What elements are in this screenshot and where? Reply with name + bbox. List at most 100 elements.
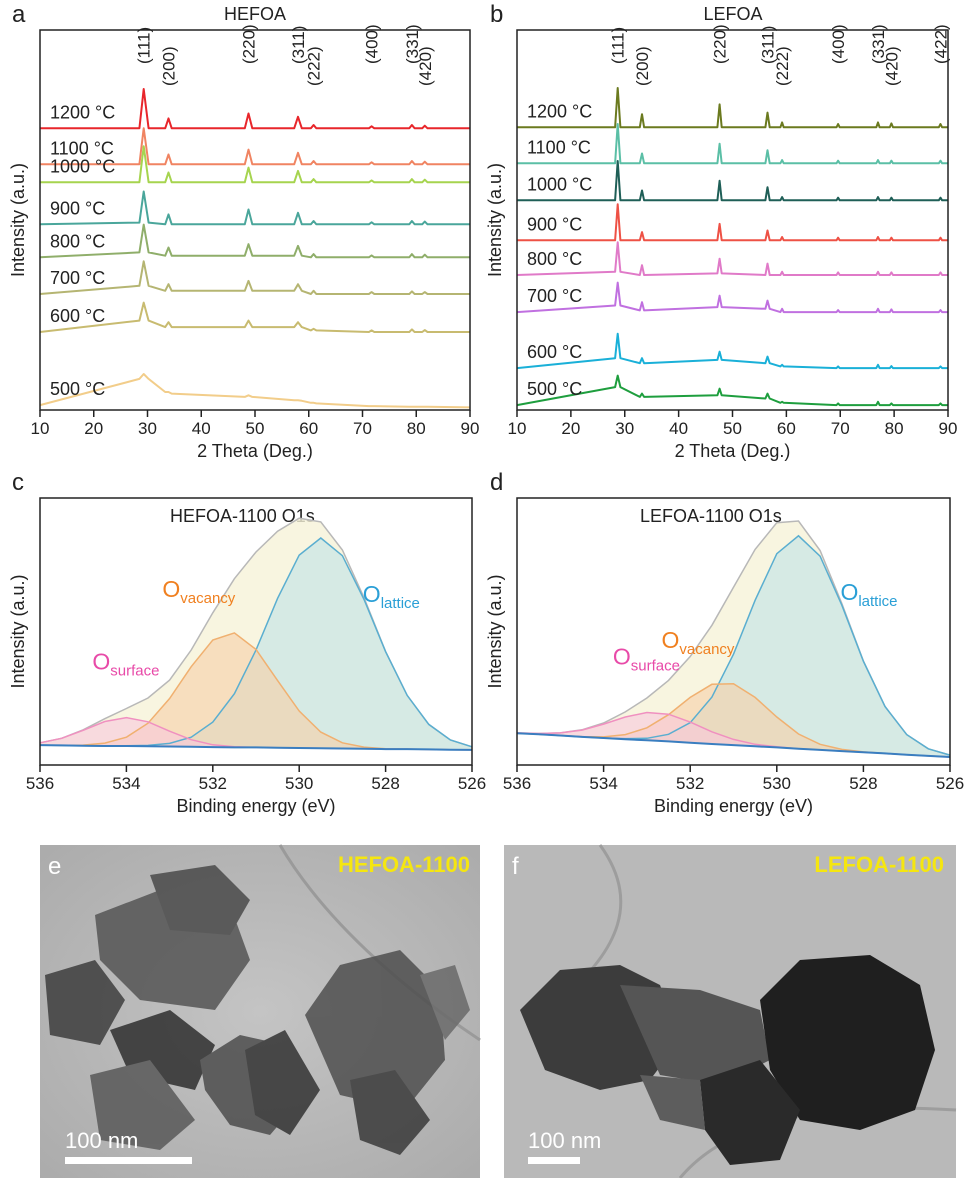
- curve-label: 1000 °C: [527, 174, 592, 194]
- x-axis-label: 2 Theta (Deg.): [197, 441, 313, 461]
- xrd-curve: [40, 127, 470, 166]
- x-tick-label: 528: [849, 774, 877, 793]
- x-axis-label: Binding energy (eV): [176, 796, 335, 816]
- peak-label: (222): [305, 46, 324, 86]
- plot-frame: [39, 497, 473, 766]
- peak-label: (331): [403, 24, 422, 64]
- image-caption: LEFOA-1100: [814, 852, 944, 877]
- component-label: Olattice: [363, 581, 420, 612]
- x-tick-label: 70: [831, 419, 850, 438]
- x-axis-label: 2 Theta (Deg.): [675, 441, 791, 461]
- x-tick-label: 530: [763, 774, 791, 793]
- component-fill: [517, 535, 950, 757]
- component-label-sub: surface: [631, 657, 680, 674]
- curve-label: 900 °C: [527, 214, 582, 234]
- curve-label: 500 °C: [50, 379, 105, 399]
- xrd-curve: [516, 374, 948, 407]
- x-tick-label: 534: [589, 774, 617, 793]
- background-line: [39, 744, 473, 751]
- component-label-sub: surface: [110, 663, 159, 680]
- component-label-sub: lattice: [858, 593, 897, 610]
- y-axis-label: Intensity (a.u.): [485, 163, 505, 277]
- peak-label: (420): [416, 46, 435, 86]
- x-tick-label: 40: [669, 419, 688, 438]
- peak-label: (111): [135, 27, 154, 64]
- component-label-main: O: [92, 649, 110, 675]
- component-label-sub: vacancy: [679, 641, 735, 658]
- x-tick-label: 30: [138, 419, 157, 438]
- x-tick-label: 20: [84, 419, 103, 438]
- chart-title: HEFOA: [224, 4, 286, 24]
- x-tick-label: 532: [676, 774, 704, 793]
- x-tick-label: 80: [885, 419, 904, 438]
- component-label-main: O: [613, 643, 631, 669]
- x-tick-label: 70: [353, 419, 372, 438]
- chart-title: LEFOA-1100 O1s: [640, 506, 782, 526]
- peak-label: (220): [240, 24, 259, 64]
- plot-frame: [516, 29, 949, 411]
- x-tick-label: 50: [723, 419, 742, 438]
- peak-label: (400): [363, 24, 382, 64]
- panel-label: b: [490, 1, 503, 28]
- component-label-sub: lattice: [381, 595, 420, 612]
- xrd-curve: [517, 160, 948, 202]
- chart-title: HEFOA-1100 O1s: [170, 506, 315, 526]
- curve-label: 1200 °C: [527, 101, 592, 121]
- xrd-curve: [39, 260, 470, 295]
- y-axis-label: Intensity (a.u.): [8, 574, 28, 688]
- curve-label: 700 °C: [527, 286, 582, 306]
- panel-label: f: [512, 853, 519, 880]
- peak-label: (220): [711, 24, 730, 64]
- scale-bar: [65, 1157, 192, 1164]
- xrd-curve: [39, 301, 470, 333]
- peak-label: (200): [633, 46, 652, 86]
- component-label: Olattice: [840, 579, 897, 610]
- scale-bar: [528, 1157, 580, 1164]
- x-tick-label: 20: [561, 419, 580, 438]
- x-tick-label: 10: [508, 419, 527, 438]
- component-label: Osurface: [613, 643, 680, 674]
- tem-panel-e: e HEFOA-1100 100 nm: [40, 844, 481, 1178]
- peak-label: (420): [882, 46, 901, 86]
- x-axis-label: Binding energy (eV): [654, 796, 813, 816]
- xrd-curve: [516, 332, 948, 370]
- x-tick-label: 30: [615, 419, 634, 438]
- xrd-curve: [517, 123, 948, 165]
- x-tick-label: 40: [192, 419, 211, 438]
- x-tick-label: 528: [371, 774, 399, 793]
- panel-label: c: [12, 469, 24, 496]
- curve-label: 600 °C: [527, 342, 582, 362]
- peak-label: (422): [931, 24, 950, 64]
- xrd-curve: [39, 223, 470, 259]
- curve-label: 500 °C: [527, 379, 582, 399]
- plot-frame: [516, 497, 951, 766]
- component-label: Osurface: [92, 649, 159, 680]
- x-tick-label: 534: [112, 774, 140, 793]
- xrd-curve: [516, 281, 948, 314]
- xrd-curve: [40, 88, 470, 130]
- particles: [520, 955, 935, 1165]
- x-tick-label: 90: [461, 419, 480, 438]
- curve-label: 1200 °C: [50, 102, 115, 122]
- x-tick-label: 50: [246, 419, 265, 438]
- tem-panel-f: f LEFOA-1100 100 nm: [504, 844, 957, 1178]
- scale-bar-label: 100 nm: [528, 1128, 601, 1153]
- x-tick-label: 60: [299, 419, 318, 438]
- y-axis-label: Intensity (a.u.): [8, 163, 28, 277]
- component-label-main: O: [162, 576, 180, 602]
- xrd-curve: [516, 241, 948, 276]
- peak-label: (222): [773, 46, 792, 86]
- component-label-main: O: [840, 579, 858, 605]
- peak-label: (311): [759, 26, 778, 64]
- x-tick-label: 526: [458, 774, 486, 793]
- component-label: Ovacancy: [662, 627, 735, 658]
- xrd-curve: [517, 203, 948, 242]
- x-tick-label: 60: [777, 419, 796, 438]
- chart-title: LEFOA: [703, 4, 762, 24]
- curve-label: 600 °C: [50, 306, 105, 326]
- component-label: Ovacancy: [162, 576, 235, 607]
- component-fill: [40, 717, 472, 750]
- scale-bar-label: 100 nm: [65, 1128, 138, 1153]
- component-fill: [40, 538, 472, 750]
